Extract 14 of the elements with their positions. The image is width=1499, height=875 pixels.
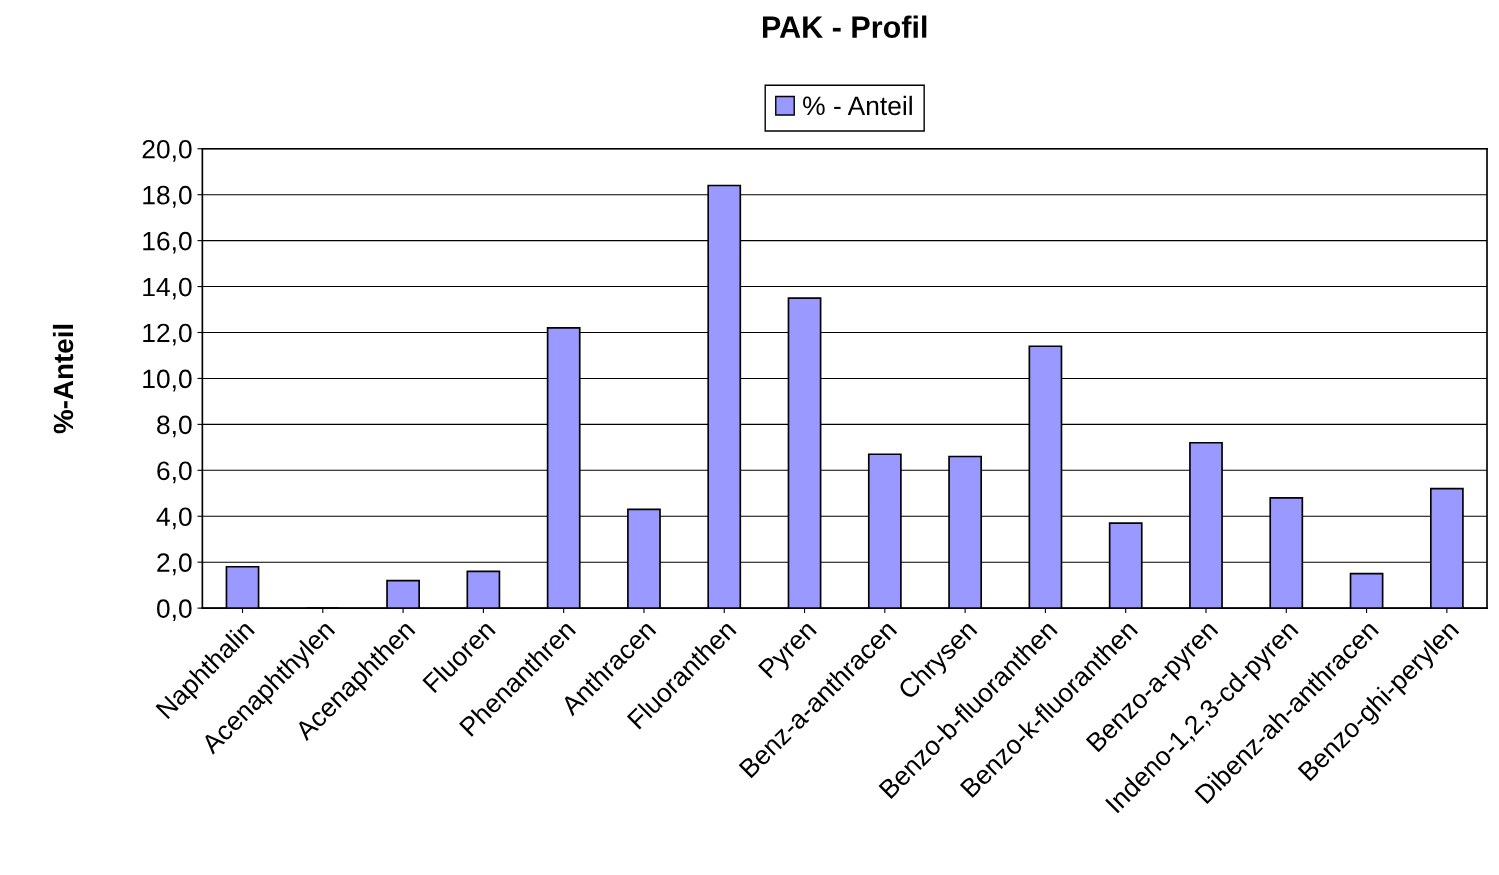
y-tick-label: 8,0: [157, 415, 192, 438]
y-tick-label: 0,0: [156, 599, 192, 622]
y-tick-label: 6,0: [157, 461, 192, 484]
y-tick-label: 18,0: [143, 185, 192, 208]
y-tick-label: 16,0: [143, 231, 192, 254]
y-tick-label: 10,0: [143, 369, 192, 392]
y-axis-title: %-Anteil: [52, 324, 74, 434]
y-tick-label: 2,0: [157, 553, 192, 576]
chart-title: PAK - Profil: [762, 15, 927, 38]
legend-label: % - Anteil: [803, 95, 912, 116]
y-tick-label: 20,0: [142, 139, 192, 162]
y-tick-label: 4,0: [156, 507, 192, 530]
y-tick-label: 14,0: [143, 277, 192, 300]
y-tick-label: 12,0: [143, 323, 192, 346]
